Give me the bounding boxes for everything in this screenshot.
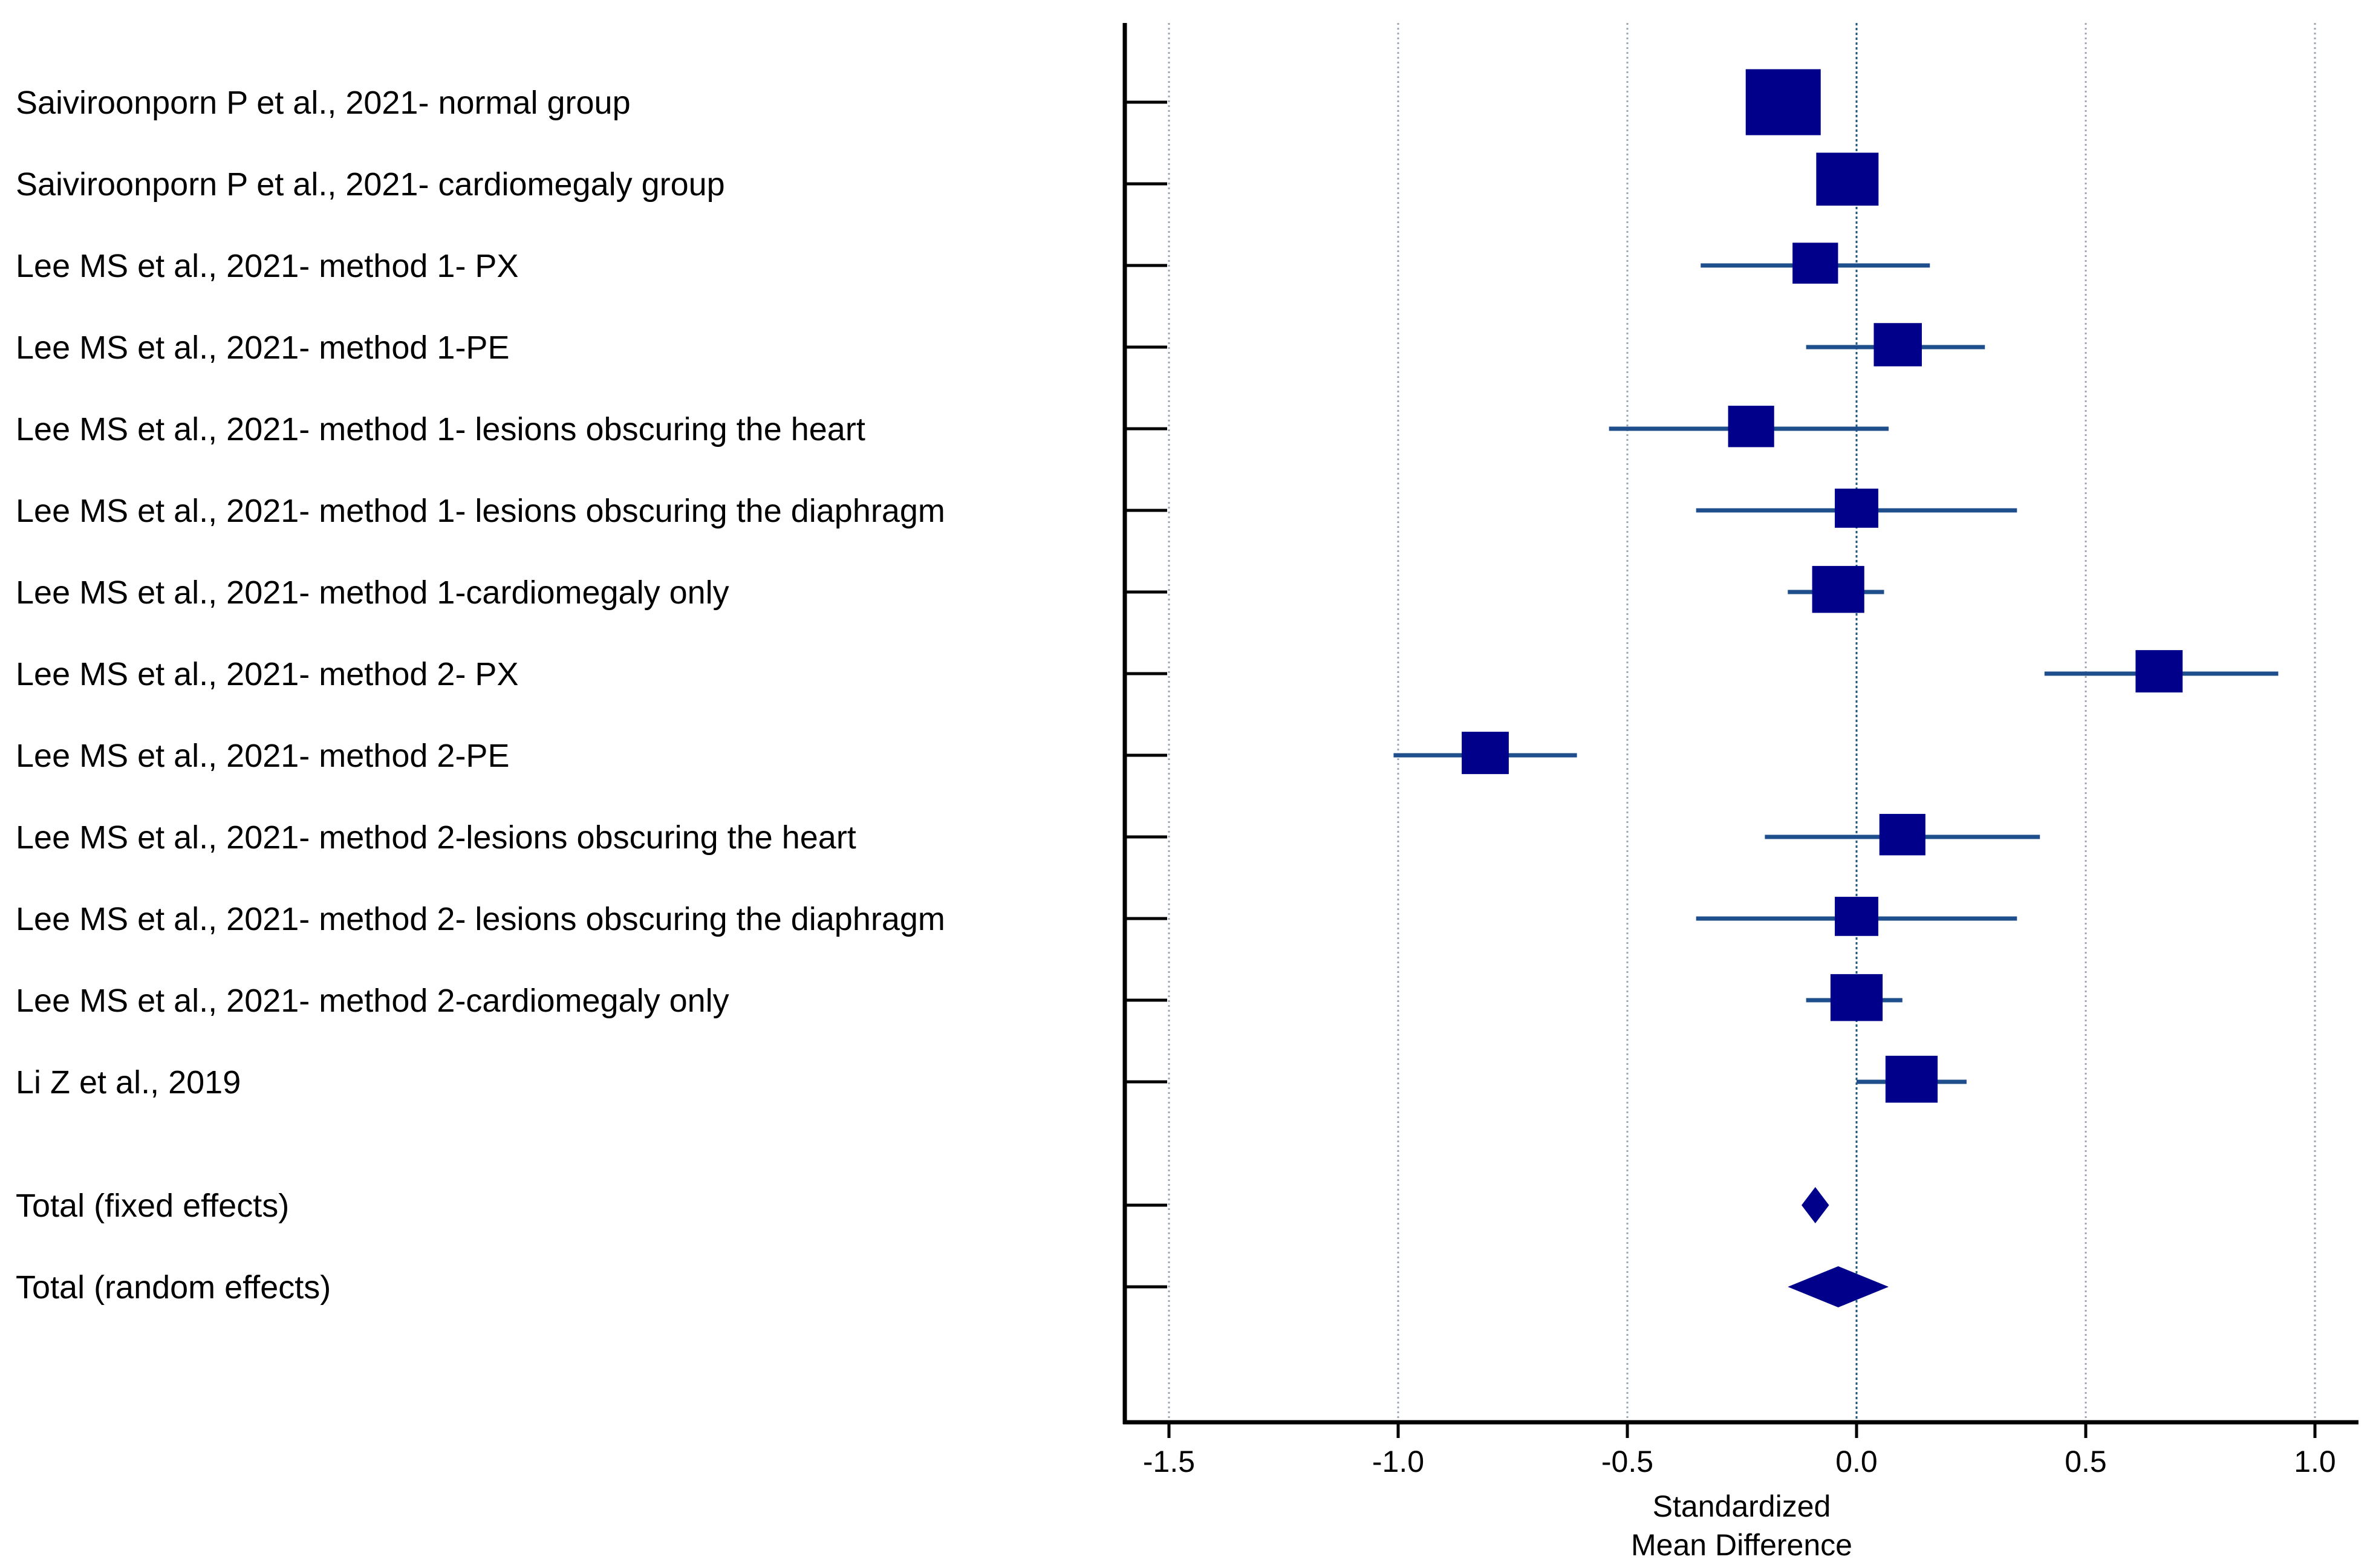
study-label: Lee MS et al., 2021- method 1-cardiomega… [16,574,729,611]
x-axis-title-line-1: Standardized [1653,1489,1831,1523]
study-effect-square [1879,813,1925,856]
x-tick-label: 0.5 [2065,1445,2107,1479]
x-axis-title: Standardized Mean Difference [1631,1489,1852,1562]
study-effect-square [1885,1055,1938,1103]
study-label: Lee MS et al., 2021- method 2- PX [16,656,518,692]
total-label: Total (random effects) [16,1269,331,1306]
study-label: Lee MS et al., 2021- method 2-cardiomega… [16,983,729,1019]
pooled-effect-diamond [1802,1187,1829,1223]
x-tick-label: -1.5 [1143,1445,1195,1479]
study-effect-square [2135,650,2183,693]
x-tick-label: -1.0 [1372,1445,1424,1479]
study-effect-square [1812,565,1864,613]
study-effect-square [1728,405,1774,447]
study-label: Lee MS et al., 2021- method 1- lesions o… [16,493,945,529]
study-effect-square [1745,69,1821,135]
study-effect-square [1835,489,1878,528]
study-label: Lee MS et al., 2021- method 1- lesions o… [16,411,865,447]
effect-markers [1462,69,2183,1307]
study-effect-square [1816,152,1879,206]
x-tick-label: 0.0 [1835,1445,1878,1479]
axes: -1.5 -1.0 -0.5 0.0 0.5 1.0 [1122,23,2358,1479]
x-tick-label: -0.5 [1601,1445,1653,1479]
study-label: Lee MS et al., 2021- method 1-PE [16,330,509,366]
x-axis-title-line-2: Mean Difference [1631,1528,1852,1562]
study-label: Li Z et al., 2019 [16,1064,241,1101]
study-label: Lee MS et al., 2021- method 2-PE [16,738,509,774]
study-effect-square [1873,323,1922,366]
grid-lines [1168,23,2316,1422]
study-labels: Saiviroonporn P et al., 2021- normal gro… [16,85,945,1306]
study-label: Lee MS et al., 2021- method 1- PX [16,248,518,284]
study-effect-square [1830,974,1883,1021]
study-effect-square [1462,732,1509,775]
study-label: Saiviroonporn P et al., 2021- cardiomega… [16,166,725,203]
pooled-effect-diamond [1788,1266,1889,1307]
study-label: Lee MS et al., 2021- method 2-lesions ob… [16,819,856,856]
study-label: Lee MS et al., 2021- method 2- lesions o… [16,901,945,937]
total-label: Total (fixed effects) [16,1188,289,1224]
study-label: Saiviroonporn P et al., 2021- normal gro… [16,85,631,121]
study-effect-square [1792,242,1838,284]
study-effect-square [1835,897,1878,936]
x-tick-label: 1.0 [2294,1445,2336,1479]
